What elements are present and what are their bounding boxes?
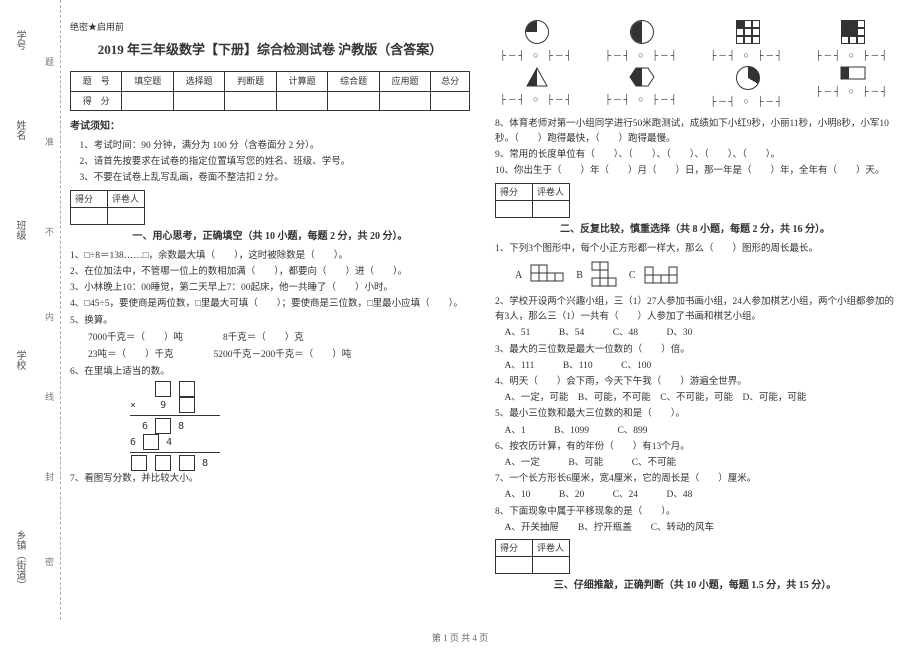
score-h4: 计算题 (276, 72, 327, 91)
instr-1: 1、考试时间：90 分钟，满分为 100 分（含卷面分 2 分）。 (70, 139, 470, 154)
instructions-title: 考试须知： (70, 119, 470, 135)
s2q2o: A、51 B、54 C、48 D、30 (495, 326, 895, 341)
circle-half-icon (630, 20, 654, 44)
q5b: 8千克＝（ ）克 (223, 331, 304, 346)
hexagon-icon (628, 66, 656, 88)
q7: 7、看图写分数，并比较大小。 (70, 472, 470, 487)
left-column: 绝密★启用前 2019 年三年级数学【下册】综合检测试卷 沪教版（含答案） 题 … (70, 20, 470, 598)
score-h5: 综合题 (328, 72, 379, 91)
s2q8o: A、开关抽屉 B、拧开瓶盖 C、转动的风车 (495, 521, 895, 536)
compare-6: ├─┤ ○ ├─┤ (710, 94, 785, 108)
bind-marker-1: 准 (45, 135, 54, 148)
q10: 10、你出生于（ ）年（ ）月（ ）日，那一年是（ ）年，全年有（ ）天。 (495, 164, 895, 179)
q2: 2、在位加法中，不管哪一位上的数相加满（ ），都要向（ ）进（ ）。 (70, 265, 470, 280)
compare-4: ├─┤ ○ ├─┤ (605, 92, 680, 106)
bind-label-0: 学号 (12, 30, 27, 50)
score-r0: 得 分 (71, 91, 122, 110)
bind-marker-4: 线 (45, 390, 54, 403)
s2q1: 1、下列3个图形中，每个小正方形都一样大，那么（ ）图形的周长最长。 (495, 242, 895, 257)
s2q5o: A、1 B、1099 C、899 (495, 424, 895, 439)
polyomino-a-icon (530, 264, 568, 288)
bind-marker-0: 题 (45, 55, 54, 68)
q5d: 5200千克－200千克＝（ ）吨 (214, 348, 352, 363)
compare-3: ├─┤ ○ ├─┤ (605, 48, 680, 62)
q4: 4、□45÷5，要使商是两位数，□里最大可填（ ）；要使商是三位数，□里最小应填… (70, 297, 470, 312)
q3: 3、小林晚上10：00睡觉，第二天早上7：00起床，他一共睡了（ ）小时。 (70, 281, 470, 296)
bind-marker-3: 内 (45, 310, 54, 323)
s2q7o: A、10 B、20 C、24 D、48 (495, 488, 895, 503)
bind-label-1: 姓名 (12, 120, 27, 140)
bind-marker-5: 封 (45, 470, 54, 483)
compare-7: ├─┤ ○ ├─┤ (815, 48, 890, 62)
q1: 1、□÷8＝138……□，余数最大填（ ），这时被除数是（ ）。 (70, 249, 470, 264)
q9: 9、常用的长度单位有（ ）、（ ）、（ ）、（ ）、（ ）。 (495, 148, 895, 163)
s2q3o: A、111 B、110 C、100 (495, 359, 895, 374)
page-content: 绝密★启用前 2019 年三年级数学【下册】综合检测试卷 沪教版（含答案） 题 … (70, 20, 910, 598)
s2q4: 4、明天（ ）会下雨，今天下午我（ ）游遍全世界。 (495, 375, 895, 390)
s2q2: 2、学校开设两个兴趣小组，三（1）27人参加书画小组，24人参加棋艺小组，两个小… (495, 295, 895, 325)
section-1-title: 一、用心思考，正确填空（共 10 小题，每题 2 分，共 20 分）。 (70, 229, 470, 245)
compare-8: ├─┤ ○ ├─┤ (815, 84, 890, 98)
instr-2: 2、请首先按要求在试卷的指定位置填写您的姓名、班级、学号。 (70, 155, 470, 170)
page-footer: 第 1 页 共 4 页 (0, 631, 920, 644)
compare-2: ├─┤ ○ ├─┤ (500, 92, 575, 106)
compare-5: ├─┤ ○ ├─┤ (710, 48, 785, 62)
polyomino-b-icon (591, 261, 621, 291)
score-h2: 选择题 (173, 72, 224, 91)
instr-3: 3、不要在试卷上乱写乱画，卷面不整洁扣 2 分。 (70, 171, 470, 186)
section-3-title: 三、仔细推敲，正确判断（共 10 小题，每题 1.5 分，共 15 分）。 (495, 578, 895, 594)
q5c: 23吨＝（ ）千克 (88, 348, 174, 363)
mini-h2: 评卷人 (108, 190, 145, 207)
score-table: 题 号 填空题 选择题 判断题 计算题 综合题 应用题 总分 得 分 (70, 71, 470, 111)
q5a: 7000千克＝（ ）吨 (88, 331, 183, 346)
s2q8: 8、下面现象中属于平移现象的是（ ）。 (495, 505, 895, 520)
section-2-title: 二、反复比较，慎重选择（共 8 小题，每题 2 分，共 16 分）。 (495, 222, 895, 238)
mini-score-3: 得分评卷人 (495, 539, 570, 574)
q5: 5、换算。 (70, 314, 470, 329)
circle-icon (525, 20, 549, 44)
score-h0: 题 号 (71, 72, 122, 91)
exam-title: 2019 年三年级数学【下册】综合检测试卷 沪教版（含答案） (70, 40, 470, 61)
mini-score-2: 得分评卷人 (495, 183, 570, 218)
score-h1: 填空题 (122, 72, 173, 91)
circle-empty-icon (736, 66, 760, 90)
score-h6: 应用题 (379, 72, 430, 91)
binding-margin: 学号 姓名 班级 学校 乡镇（街道） 题 准 不 内 线 封 密 (0, 0, 61, 620)
s2q6o: A、一定 B、可能 C、不可能 (495, 456, 895, 471)
rect-icon (840, 66, 866, 80)
bind-label-4: 乡镇（街道） (12, 530, 27, 590)
mini-h1: 得分 (71, 190, 108, 207)
score-h3: 判断题 (225, 72, 276, 91)
grid-icon-2 (841, 20, 865, 44)
s2q4o: A、一定，可能 B、可能，不可能 C、不可能，可能 D、可能，可能 (495, 391, 895, 406)
score-h7: 总分 (431, 72, 470, 91)
confidential-mark: 绝密★启用前 (70, 20, 470, 34)
s2q7: 7、一个长方形长6厘米，宽4厘米，它的周长是（ ）厘米。 (495, 472, 895, 487)
opt-c-label: C (629, 268, 636, 284)
s2q3: 3、最大的三位数是最大一位数的（ ）倍。 (495, 343, 895, 358)
compare-1: ├─┤ ○ ├─┤ (500, 48, 575, 62)
grid-icon-1 (736, 20, 760, 44)
bind-marker-2: 不 (45, 225, 54, 238)
s2q5: 5、最小三位数和最大三位数的和是（ ）。 (495, 407, 895, 422)
mini-score-1: 得分评卷人 (70, 190, 145, 225)
multiplication-box: × 9 6 8 6 4 8 (130, 381, 470, 471)
s2q6: 6、按农历计算，有的年份（ ）有13个月。 (495, 440, 895, 455)
right-column: ├─┤ ○ ├─┤ ├─┤ ○ ├─┤ ├─┤ ○ ├─┤ ├─┤ ○ ├─┤ … (495, 20, 895, 598)
shape-options: A B C (515, 261, 895, 291)
fraction-shapes: ├─┤ ○ ├─┤ ├─┤ ○ ├─┤ ├─┤ ○ ├─┤ ├─┤ ○ ├─┤ … (495, 20, 895, 109)
opt-a-label: A (515, 268, 522, 284)
opt-b-label: B (576, 268, 583, 284)
triangle-icon (525, 66, 549, 88)
polyomino-c-icon (644, 266, 690, 286)
bind-label-3: 学校 (12, 350, 27, 370)
bind-marker-6: 密 (45, 555, 54, 568)
q8: 8、体育老师对第一小组同学进行50米跑测试，成绩如下小红9秒，小丽11秒，小明8… (495, 117, 895, 147)
bind-label-2: 班级 (12, 220, 27, 240)
q6: 6、在里填上适当的数。 (70, 365, 470, 380)
